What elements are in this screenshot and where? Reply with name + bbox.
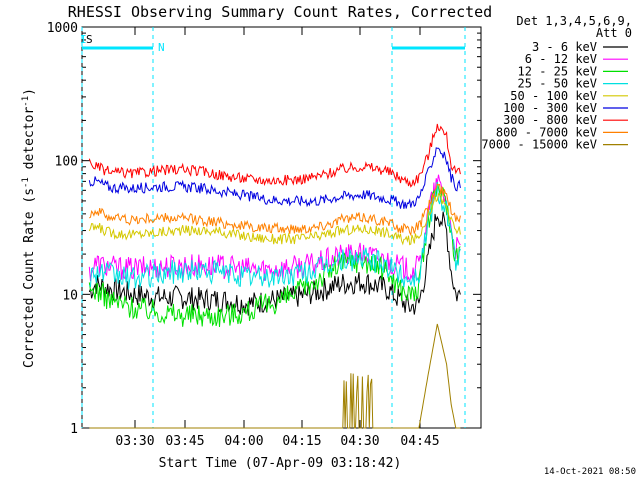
y-label-part-2: detector <box>22 107 37 178</box>
flag-label-s: S <box>86 33 93 46</box>
series-line-4 <box>88 181 461 290</box>
series-line-5 <box>88 192 461 246</box>
x-tick-label: 03:45 <box>165 434 204 449</box>
y-label-part-1: Corrected Count Rate (s <box>22 188 37 368</box>
generated-timestamp: 14-Oct-2021 08:50 <box>544 467 636 477</box>
chart-title: RHESSI Observing Summary Count Rates, Co… <box>68 3 492 21</box>
legend-label-4: 25 - 50 keV <box>518 77 597 91</box>
y-label-sup-2: -1 <box>21 96 31 107</box>
legend-header-line-2: Att 0 <box>596 26 632 40</box>
x-tick-label: 04:15 <box>282 434 321 449</box>
y-axis-label: Corrected Count Rate (s-1 detector-1) <box>21 88 37 368</box>
plot-frame <box>81 26 482 429</box>
legend-label-1: 3 - 6 keV <box>532 40 597 54</box>
y-tick-label: 1000 <box>47 21 78 36</box>
y-tick-label: 100 <box>55 155 78 170</box>
y-label-sup-1: -1 <box>21 177 31 188</box>
legend-label-8: 800 - 7000 keV <box>496 125 597 139</box>
legend-label-2: 6 - 12 keV <box>525 52 597 66</box>
series-line-7 <box>88 123 461 188</box>
legend-label-6: 100 - 300 keV <box>503 101 597 115</box>
y-tick-label: 1 <box>70 422 78 437</box>
series-line-3 <box>88 182 461 328</box>
x-tick-label: 04:00 <box>224 434 263 449</box>
legend-label-7: 300 - 800 keV <box>503 113 597 127</box>
series-line-9 <box>89 323 461 429</box>
plot-marks <box>88 123 461 429</box>
y-tick-label: 10 <box>62 288 78 303</box>
plot-axes: 1 10 100 1000 03:30 03:45 04:00 04:15 04:30 04:45… <box>47 21 482 449</box>
series-line-6 <box>88 147 461 209</box>
series-line-1 <box>88 211 461 316</box>
x-tick-label: 04:30 <box>340 434 379 449</box>
legend-label-3: 12 - 25 keV <box>518 64 597 78</box>
flag-label-n: N <box>158 41 165 54</box>
x-axis-label: Start Time (07-Apr-09 03:18:42) <box>159 456 402 471</box>
series-line-8 <box>89 183 461 237</box>
x-tick-label: 04:45 <box>400 434 439 449</box>
legend-label-5: 50 - 100 keV <box>510 89 597 103</box>
legend-label-9: 7000 - 15000 keV <box>481 138 597 152</box>
x-tick-label: 03:30 <box>115 434 154 449</box>
y-label-part-3: ) <box>22 88 37 96</box>
legend-header-line-1: Det 1,3,4,5,6,9, <box>516 14 632 28</box>
flag-label-i: I <box>80 33 87 46</box>
